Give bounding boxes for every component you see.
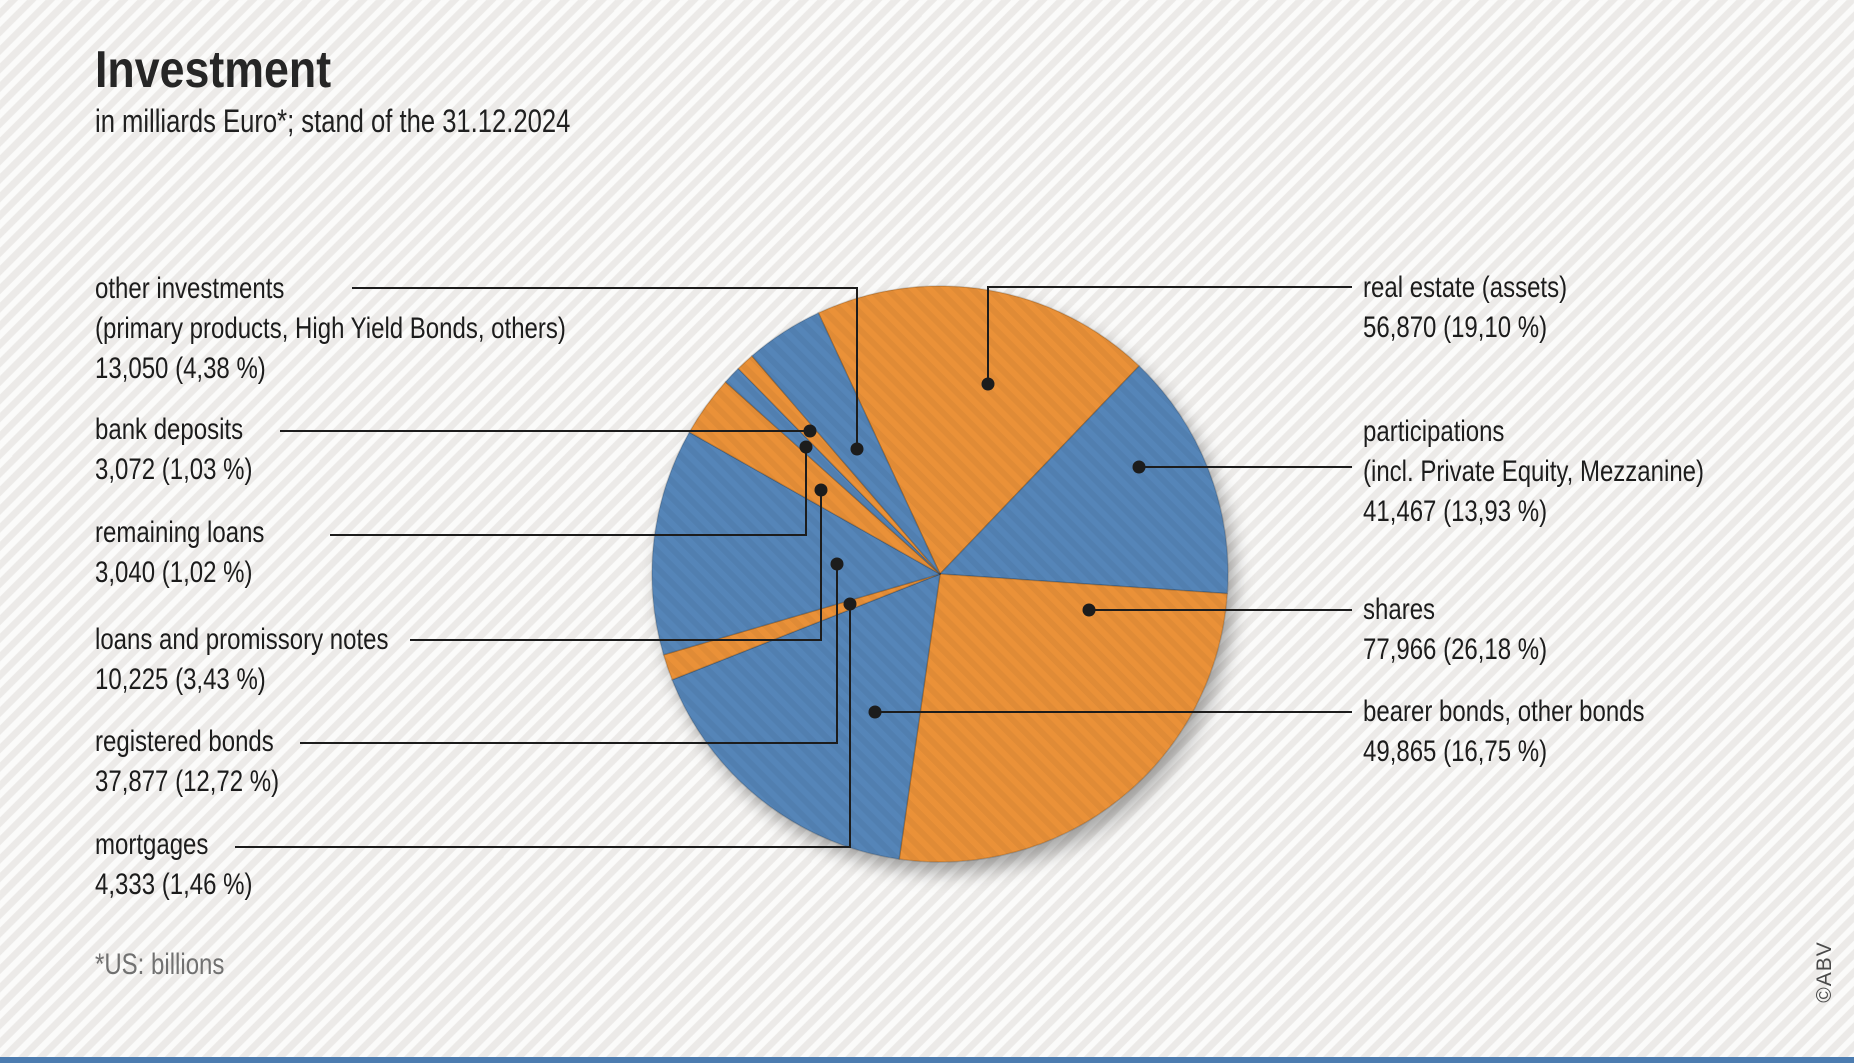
credit-abv: ©ABV	[1813, 941, 1836, 1003]
label-real-estate: real estate (assets) 56,870 (19,10 %)	[1363, 268, 1618, 348]
label-remaining-loans: remaining loans 3,040 (1,02 %)	[95, 513, 307, 593]
label-loans-promissory-notes: loans and promissory notes 10,225 (3,43 …	[95, 620, 462, 700]
pie-group	[651, 285, 1229, 863]
leader-dot-loans-promissory-notes	[814, 483, 828, 497]
label-line-value: 4,333 (1,46 %)	[95, 868, 253, 901]
leader-line-real-estate	[987, 286, 1352, 384]
label-registered-bonds: registered bonds 37,877 (12,72 %)	[95, 722, 325, 802]
page-subtitle: in milliards Euro*; stand of the 31.12.2…	[95, 103, 689, 140]
label-line-value: 77,966 (26,18 %)	[1363, 633, 1548, 666]
leader-dot-real-estate	[981, 377, 995, 391]
page-title: Investment	[95, 40, 370, 100]
footnote-text: *US: billions	[95, 948, 225, 981]
label-bearer-bonds: bearer bonds, other bonds 49,865 (16,75 …	[1363, 692, 1715, 772]
label-line-name: real estate (assets)	[1363, 271, 1568, 304]
bottom-accent-bar	[0, 1057, 1854, 1063]
leader-dot-remaining-loans	[799, 440, 813, 454]
label-line-detail: (primary products, High Yield Bonds, oth…	[95, 312, 566, 345]
label-line-name: bank deposits	[95, 413, 244, 446]
leader-dot-participations	[1132, 460, 1146, 474]
label-shares: shares 77,966 (26,18 %)	[1363, 590, 1593, 670]
label-line-value: 37,877 (12,72 %)	[95, 765, 280, 798]
label-line-name: remaining loans	[95, 516, 265, 549]
leader-dot-bearer-bonds	[868, 705, 882, 719]
label-mortgages: mortgages 4,333 (1,46 %)	[95, 825, 292, 905]
footnote: *US: billions	[95, 948, 257, 982]
leader-line-other-investments	[352, 287, 858, 449]
leader-line-registered-bonds	[300, 564, 838, 744]
leader-dot-registered-bonds	[830, 557, 844, 571]
leader-line-loans-promissory-notes	[410, 490, 822, 641]
label-line-value: 41,467 (13,93 %)	[1363, 495, 1548, 528]
label-line-value: 13,050 (4,38 %)	[95, 352, 266, 385]
label-line-detail: (incl. Private Equity, Mezzanine)	[1363, 455, 1705, 488]
label-line-value: 56,870 (19,10 %)	[1363, 311, 1548, 344]
pie-slice-shares	[898, 573, 1229, 863]
leader-dot-mortgages	[843, 597, 857, 611]
label-line-name: loans and promissory notes	[95, 623, 389, 656]
label-line-value: 3,072 (1,03 %)	[95, 453, 253, 486]
leader-line-remaining-loans	[330, 447, 807, 536]
label-other-investments: other investments (primary products, Hig…	[95, 269, 684, 389]
leader-line-mortgages	[235, 604, 851, 848]
leader-dot-bank-deposits	[803, 424, 817, 438]
label-line-name: registered bonds	[95, 725, 274, 758]
leader-dot-shares	[1082, 603, 1096, 617]
label-participations: participations (incl. Private Equity, Me…	[1363, 412, 1789, 532]
label-line-value: 3,040 (1,02 %)	[95, 556, 253, 589]
label-line-name: mortgages	[95, 828, 209, 861]
label-bank-deposits: bank deposits 3,072 (1,03 %)	[95, 410, 292, 490]
page-title-text: Investment	[95, 41, 332, 99]
label-line-name: shares	[1363, 593, 1436, 626]
label-line-value: 10,225 (3,43 %)	[95, 663, 266, 696]
label-line-name: other investments	[95, 272, 285, 305]
label-line-name: bearer bonds, other bonds	[1363, 695, 1645, 728]
page-subtitle-text: in milliards Euro*; stand of the 31.12.2…	[95, 103, 571, 139]
label-line-name: participations	[1363, 415, 1505, 448]
leader-dot-other-investments	[850, 442, 864, 456]
label-line-value: 49,865 (16,75 %)	[1363, 735, 1548, 768]
